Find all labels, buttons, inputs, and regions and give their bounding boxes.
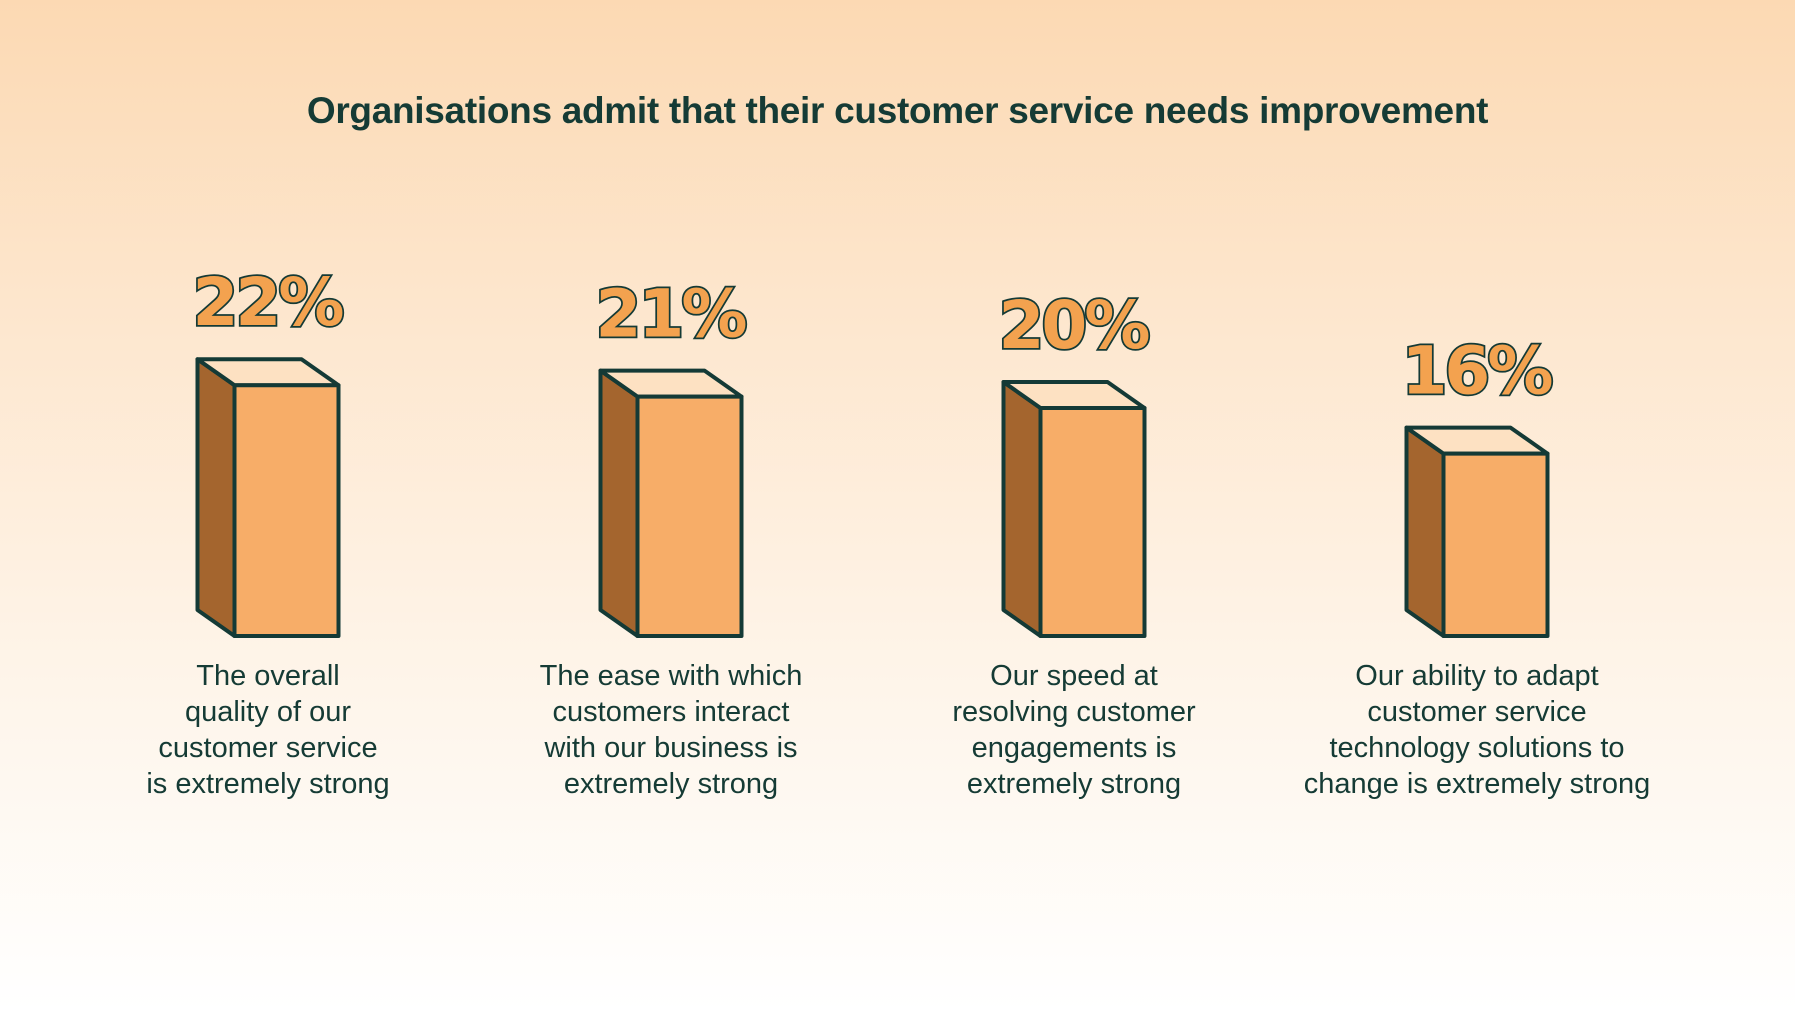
category-label: Our ability to adapt customer service tech…	[1287, 658, 1667, 802]
bar-group	[598, 368, 744, 638]
data-label: 22%	[193, 264, 344, 341]
category-label-line: Our speed at	[990, 660, 1158, 692]
category-label: The ease with which customers interact wit…	[481, 658, 861, 802]
category-label: The overall quality of our customer servic…	[78, 658, 458, 802]
category-label-line: resolving customer	[952, 696, 1196, 728]
data-label: 20%	[999, 287, 1150, 364]
category-label-line: extremely strong	[966, 768, 1182, 800]
bar-side-face	[1001, 380, 1043, 638]
category-label-line: The ease with which	[539, 660, 803, 692]
data-label: 21%	[596, 276, 747, 353]
category-label: Our speed at resolving customer engagement…	[884, 658, 1264, 802]
data-label: 16%	[1402, 333, 1553, 410]
category-label-line: quality of our	[184, 696, 352, 728]
bar	[232, 383, 341, 639]
bar-side-face	[598, 368, 640, 638]
category-label-line: The overall	[196, 660, 340, 692]
category-label-line: customer service	[1367, 696, 1587, 728]
category-label-line: is extremely strong	[146, 768, 390, 800]
category-label-line: with our business is	[544, 732, 798, 764]
bar-group	[1404, 425, 1550, 638]
category-label-line: technology solutions to	[1329, 732, 1625, 764]
category-label-line: Our ability to adapt	[1355, 660, 1599, 692]
bar	[1038, 406, 1147, 638]
bar	[1441, 451, 1550, 638]
category-label-line: customer service	[158, 732, 378, 764]
category-label-line: engagements is	[971, 732, 1177, 764]
bar	[635, 394, 744, 638]
bar-group	[1001, 380, 1147, 638]
bar-side-face	[1404, 425, 1446, 638]
category-label-line: customers interact	[552, 696, 790, 728]
category-label-line: extremely strong	[563, 768, 779, 800]
bar-group	[195, 357, 341, 639]
category-label-line: change is extremely strong	[1303, 768, 1651, 800]
chart-title: Organisations admit that their customer …	[306, 90, 1489, 131]
bar-side-face	[195, 357, 237, 638]
